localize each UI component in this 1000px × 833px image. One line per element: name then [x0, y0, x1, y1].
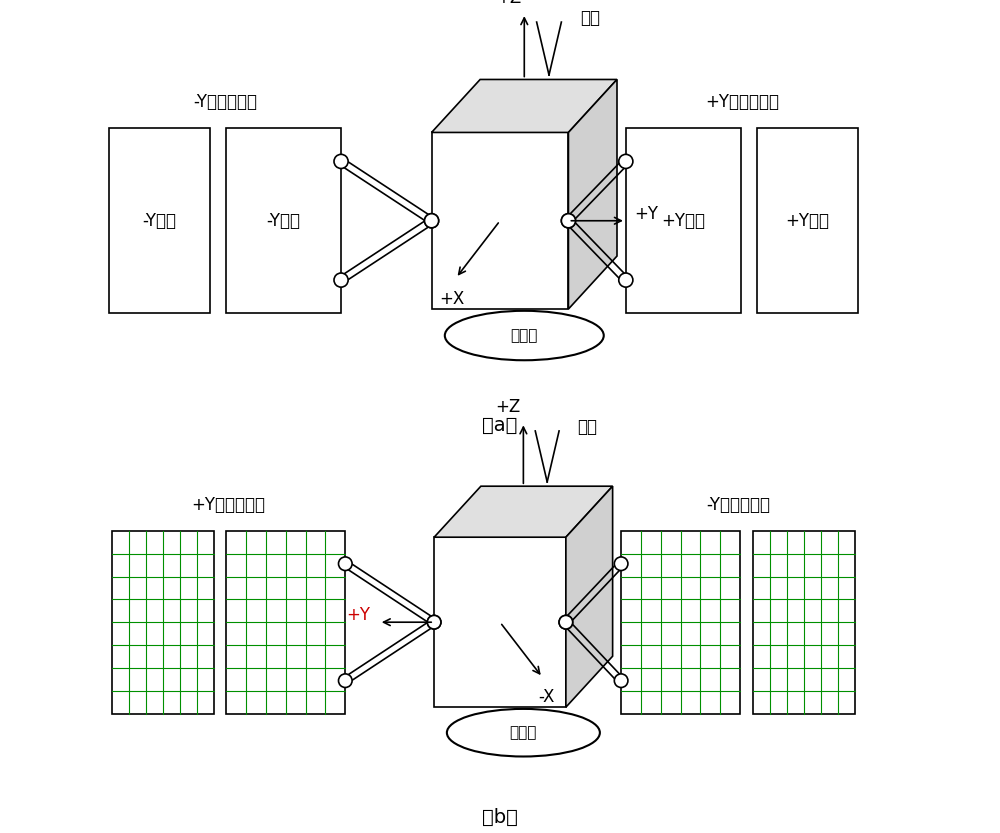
Text: +Z: +Z [496, 0, 521, 7]
Text: +X: +X [439, 290, 464, 307]
Text: 天线: 天线 [577, 417, 597, 436]
Circle shape [427, 616, 441, 629]
Text: 对接环: 对接环 [511, 328, 538, 343]
Text: +Y太阳翼背面: +Y太阳翼背面 [705, 92, 779, 111]
Bar [621, 531, 740, 714]
Text: （b）: （b） [482, 808, 518, 827]
Ellipse shape [445, 311, 604, 360]
Ellipse shape [447, 709, 600, 756]
Text: 对接环: 对接环 [510, 726, 537, 741]
Bar [434, 537, 566, 707]
Circle shape [334, 154, 348, 168]
Circle shape [561, 214, 575, 227]
Circle shape [334, 273, 348, 287]
Bar [226, 531, 345, 714]
Bar [753, 531, 855, 714]
Circle shape [614, 557, 628, 571]
Bar [757, 128, 858, 313]
Circle shape [338, 557, 352, 571]
Bar [226, 128, 341, 313]
Circle shape [427, 616, 441, 629]
Polygon shape [568, 79, 617, 309]
Circle shape [425, 214, 439, 227]
Text: -Y太阳翼背面: -Y太阳翼背面 [193, 92, 257, 111]
Polygon shape [566, 486, 613, 707]
Text: -X: -X [539, 689, 555, 706]
Polygon shape [434, 486, 613, 537]
Text: +Y太阳翼正面: +Y太阳翼正面 [191, 496, 265, 514]
Text: +Y内板: +Y内板 [661, 212, 705, 230]
Circle shape [559, 616, 573, 629]
Text: -Y太阳翼正面: -Y太阳翼正面 [706, 496, 770, 514]
Text: （a）: （a） [482, 416, 518, 435]
Text: +Y: +Y [635, 205, 659, 222]
Circle shape [338, 674, 352, 687]
Circle shape [619, 154, 633, 168]
Text: +Y外板: +Y外板 [785, 212, 829, 230]
Bar [112, 531, 214, 714]
Text: -Y内板: -Y内板 [267, 212, 301, 230]
Bar [432, 132, 568, 309]
Bar [109, 128, 210, 313]
Circle shape [425, 214, 439, 227]
Circle shape [559, 616, 573, 629]
Text: 天线: 天线 [580, 8, 600, 27]
Text: +Y: +Y [346, 606, 370, 625]
Circle shape [619, 273, 633, 287]
Circle shape [614, 674, 628, 687]
Polygon shape [432, 79, 617, 132]
Bar [626, 128, 741, 313]
Circle shape [561, 214, 575, 227]
Text: +Z: +Z [495, 398, 521, 416]
Text: -Y外板: -Y外板 [143, 212, 177, 230]
